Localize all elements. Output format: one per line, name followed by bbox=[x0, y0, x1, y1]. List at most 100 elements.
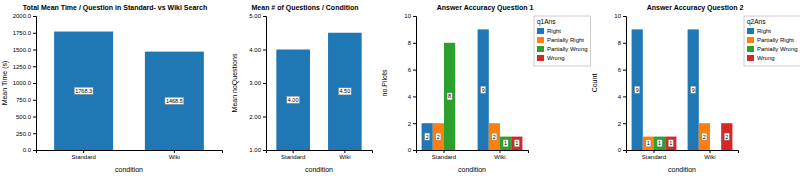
data-label-box bbox=[503, 140, 508, 147]
x-tick: Wiki bbox=[704, 150, 715, 160]
data-label-group: 1768.3 bbox=[74, 87, 93, 94]
x-tick-mark bbox=[293, 150, 294, 153]
data-label-box bbox=[646, 140, 651, 147]
x-axis-title: condition bbox=[458, 166, 486, 173]
data-label-group: 2 bbox=[724, 133, 729, 140]
data-label-box bbox=[635, 86, 640, 93]
y-axis: 0 2 4 6 8 10 bbox=[404, 13, 416, 153]
y-axis-line bbox=[623, 17, 627, 151]
bar bbox=[643, 137, 654, 150]
y-tick: 4 bbox=[408, 94, 416, 100]
y-axis-line bbox=[33, 17, 37, 151]
data-label: 1 bbox=[658, 140, 661, 146]
y-tick-label: 2000.0 bbox=[13, 13, 32, 19]
data-label-group: 8 bbox=[447, 93, 452, 100]
y-tick: 6 bbox=[618, 67, 626, 73]
y-tick-mark bbox=[623, 16, 626, 17]
data-label-box bbox=[287, 96, 300, 103]
x-tick-mark bbox=[83, 150, 84, 153]
legend-entry: Wrong bbox=[757, 55, 775, 61]
y-tick-label: 1250.0 bbox=[13, 64, 32, 70]
y-tick-mark bbox=[33, 33, 36, 34]
x-tick: Standard bbox=[642, 150, 666, 160]
x-tick: Wiki bbox=[494, 150, 505, 160]
data-label: 1 bbox=[504, 140, 507, 146]
y-tick-label: 8 bbox=[618, 40, 622, 46]
bar bbox=[632, 29, 643, 150]
y-axis-line bbox=[413, 17, 417, 151]
y-tick-mark bbox=[263, 117, 266, 118]
y-tick-mark bbox=[33, 66, 36, 67]
bar bbox=[688, 29, 699, 150]
y-axis-line bbox=[263, 17, 267, 151]
y-tick: 0 bbox=[408, 147, 416, 153]
data-label-box bbox=[481, 86, 486, 93]
y-tick-label: 4.00 bbox=[249, 47, 261, 53]
legend: q1AnsRightPartially RightPartially Wrong… bbox=[534, 16, 591, 66]
plot: 1.002.003.004.005.00StandardWikiconditio… bbox=[231, 13, 373, 173]
y-tick-label: 1.00 bbox=[249, 147, 261, 153]
x-tick-label: Wiki bbox=[339, 154, 350, 160]
y-tick: 10 bbox=[404, 13, 416, 19]
y-tick-mark bbox=[263, 50, 266, 51]
x-axis-line bbox=[627, 151, 739, 154]
y-tick-label: 4 bbox=[618, 94, 622, 100]
legend-entry: Wrong bbox=[547, 55, 565, 61]
y-tick-mark bbox=[263, 150, 266, 151]
y-tick: 0.0 bbox=[23, 147, 36, 153]
x-axis: StandardWiki bbox=[37, 150, 223, 160]
y-tick-label: 1000.0 bbox=[13, 80, 32, 86]
y-axis-title: Mean Time (s) bbox=[1, 61, 9, 106]
bars bbox=[54, 32, 204, 150]
bar bbox=[433, 123, 444, 150]
legend-title: q2Ans bbox=[747, 18, 766, 26]
data-label-box bbox=[702, 133, 707, 140]
data-label-group: 2 bbox=[436, 133, 441, 140]
y-tick: 6 bbox=[408, 67, 416, 73]
y-tick-label: 8 bbox=[408, 40, 412, 46]
data-label-group: 1 bbox=[503, 140, 508, 147]
legend-entry: Partially Right bbox=[757, 37, 794, 43]
data-label: 2 bbox=[703, 134, 706, 140]
bar bbox=[276, 50, 310, 151]
y-tick-mark bbox=[413, 70, 416, 71]
x-tick-mark bbox=[344, 150, 345, 153]
bar bbox=[54, 32, 113, 150]
data-label: 2 bbox=[493, 134, 496, 140]
x-tick-mark bbox=[710, 150, 711, 153]
legend-swatch bbox=[747, 46, 754, 52]
legend-frame bbox=[744, 16, 800, 66]
y-tick: 1000.0 bbox=[13, 80, 36, 86]
plot: 0246810StandardWikiconditionCount9912112… bbox=[591, 13, 800, 173]
y-tick: 500.0 bbox=[16, 114, 36, 120]
x-tick: Wiki bbox=[169, 150, 180, 160]
y-tick-mark bbox=[33, 83, 36, 84]
data-label-group: 9 bbox=[481, 86, 486, 93]
x-tick-mark bbox=[654, 150, 655, 153]
bar bbox=[455, 150, 466, 151]
bar bbox=[721, 123, 732, 150]
y-tick-label: 10 bbox=[614, 13, 621, 19]
data-label: 9 bbox=[692, 87, 695, 93]
y-tick: 2 bbox=[408, 121, 416, 127]
data-label-box bbox=[668, 140, 673, 147]
data-labels: 2922811 bbox=[425, 86, 520, 147]
y-tick: 2 bbox=[618, 121, 626, 127]
y-axis: 1.002.003.004.005.00 bbox=[249, 13, 266, 153]
x-tick: Standard bbox=[281, 150, 305, 160]
data-label-group: 2 bbox=[492, 133, 497, 140]
data-label: 4.00 bbox=[288, 97, 299, 103]
y-tick-mark bbox=[413, 16, 416, 17]
x-axis-line bbox=[417, 151, 529, 154]
data-label: 2 bbox=[725, 134, 728, 140]
x-axis-title: condition bbox=[115, 166, 143, 173]
data-label-group: 9 bbox=[635, 86, 640, 93]
legend-title: q1Ans bbox=[537, 18, 556, 26]
y-tick-mark bbox=[413, 150, 416, 151]
bar bbox=[710, 150, 721, 151]
legend-swatch bbox=[747, 55, 754, 61]
x-axis-line bbox=[267, 151, 373, 154]
y-tick-mark bbox=[623, 96, 626, 97]
y-tick-label: 750.0 bbox=[16, 97, 32, 103]
y-tick: 5.00 bbox=[249, 13, 266, 19]
